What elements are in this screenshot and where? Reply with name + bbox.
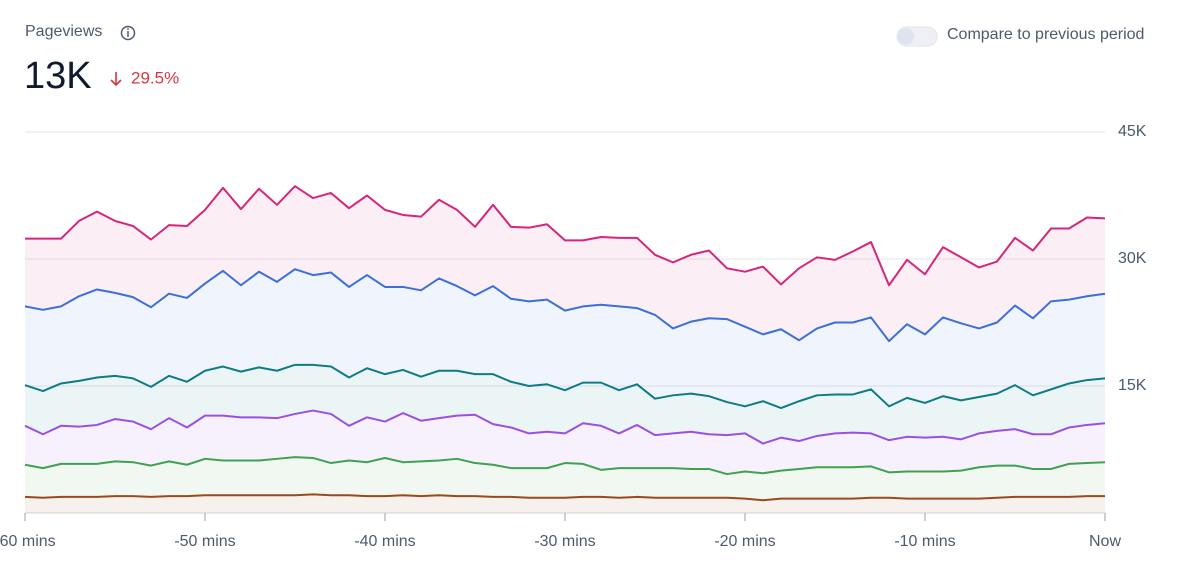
x-tick-label: -20 mins bbox=[714, 533, 775, 550]
y-tick-label: 15K bbox=[1118, 377, 1147, 394]
series-area bbox=[25, 410, 1105, 475]
series-line bbox=[24, 363, 1106, 410]
compare-toggle-label[interactable]: Compare to previous period bbox=[947, 26, 1144, 43]
x-tick-label: -10 mins bbox=[894, 533, 955, 550]
series-line bbox=[24, 409, 1106, 445]
y-tick-label: 30K bbox=[1118, 250, 1147, 267]
metric-title: Pageviews bbox=[25, 23, 102, 40]
series-line bbox=[25, 185, 1106, 287]
series-area bbox=[25, 364, 1105, 444]
series-line bbox=[24, 493, 1105, 502]
x-tick-label: -50 mins bbox=[174, 533, 235, 550]
metric-change: 29.5% bbox=[131, 68, 179, 87]
down-arrow bbox=[110, 72, 122, 87]
compare-toggle[interactable] bbox=[896, 26, 938, 47]
series-area bbox=[25, 269, 1105, 409]
x-tick-label: -40 mins bbox=[354, 533, 415, 550]
x-tick-label: -30 mins bbox=[534, 533, 595, 550]
series-area bbox=[25, 186, 1105, 342]
x-tick-label: -60 mins bbox=[0, 533, 56, 550]
series-line bbox=[24, 456, 1106, 476]
metric-value: 13K bbox=[24, 55, 92, 97]
y-tick-label: 45K bbox=[1118, 123, 1147, 140]
series-line bbox=[24, 268, 1106, 343]
info-icon[interactable] bbox=[120, 25, 136, 41]
x-tick-label: Now bbox=[1089, 533, 1121, 550]
